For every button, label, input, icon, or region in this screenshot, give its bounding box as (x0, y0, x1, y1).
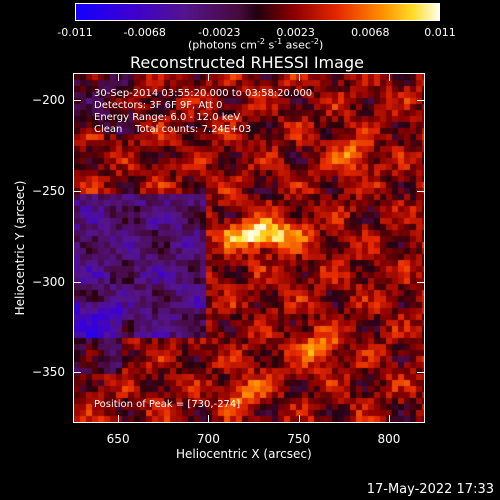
y-tick-label: −350 (32, 365, 65, 380)
annotation-total-counts: Clean Total counts: 7.24E+03 (94, 124, 252, 135)
x-tick-mark (208, 415, 210, 423)
y-tick-mark (73, 372, 81, 374)
y-axis-label: Heliocentric Y (arcsec) (13, 180, 27, 316)
y-tick-label: −200 (32, 93, 65, 108)
colorbar-tick-label: -0.0068 (123, 26, 166, 39)
colorbar-units: (photons cm-2 s-1 asec-2) (188, 37, 324, 52)
y-tick-label: −300 (32, 274, 65, 289)
x-axis-label: Heliocentric X (arcsec) (176, 447, 312, 461)
heatmap-image (74, 74, 424, 422)
y-tick-mark (73, 190, 81, 192)
annotation-time-range: 30-Sep-2014 03:55:20.000 to 03:58:20.000 (94, 88, 313, 99)
colorbar-tick-label: 0.0023 (276, 26, 315, 39)
x-tick-mark (388, 415, 390, 423)
x-tick-mark-top (388, 73, 390, 81)
y-tick-label: −250 (32, 183, 65, 198)
x-tick-label: 750 (287, 432, 311, 446)
x-tick-mark-top (118, 73, 120, 81)
x-tick-mark (118, 415, 120, 423)
colorbar (75, 3, 440, 21)
y-tick-mark-right (417, 190, 425, 192)
x-tick-mark-top (208, 73, 210, 81)
y-tick-mark (73, 100, 81, 102)
x-tick-label: 800 (377, 432, 401, 446)
chart-title: Reconstructed RHESSI Image (130, 53, 364, 72)
plot-area: 30-Sep-2014 03:55:20.000 to 03:58:20.000… (73, 73, 425, 423)
colorbar-tick-label: 0.0068 (351, 26, 390, 39)
x-tick-label: 650 (106, 432, 130, 446)
y-tick-mark-right (417, 281, 425, 283)
colorbar-tick-label: -0.0023 (198, 26, 241, 39)
annotation-peak-position: Position of Peak = [730,-274] (94, 399, 241, 410)
colorbar-tick-label: -0.011 (57, 26, 93, 39)
timestamp: 17-May-2022 17:33 (366, 482, 494, 497)
y-tick-mark-right (417, 100, 425, 102)
annotation-detectors: Detectors: 3F 6F 9F, Att 0 (94, 100, 223, 111)
colorbar-tick-label: 0.011 (424, 26, 456, 39)
y-tick-mark (73, 281, 81, 283)
annotation-energy-range: Energy Range: 6.0 - 12.0 keV (94, 112, 241, 123)
colorbar-gradient (76, 4, 439, 20)
x-tick-label: 700 (196, 432, 220, 446)
x-tick-mark (298, 415, 300, 423)
y-tick-mark-right (417, 372, 425, 374)
x-tick-mark-top (298, 73, 300, 81)
